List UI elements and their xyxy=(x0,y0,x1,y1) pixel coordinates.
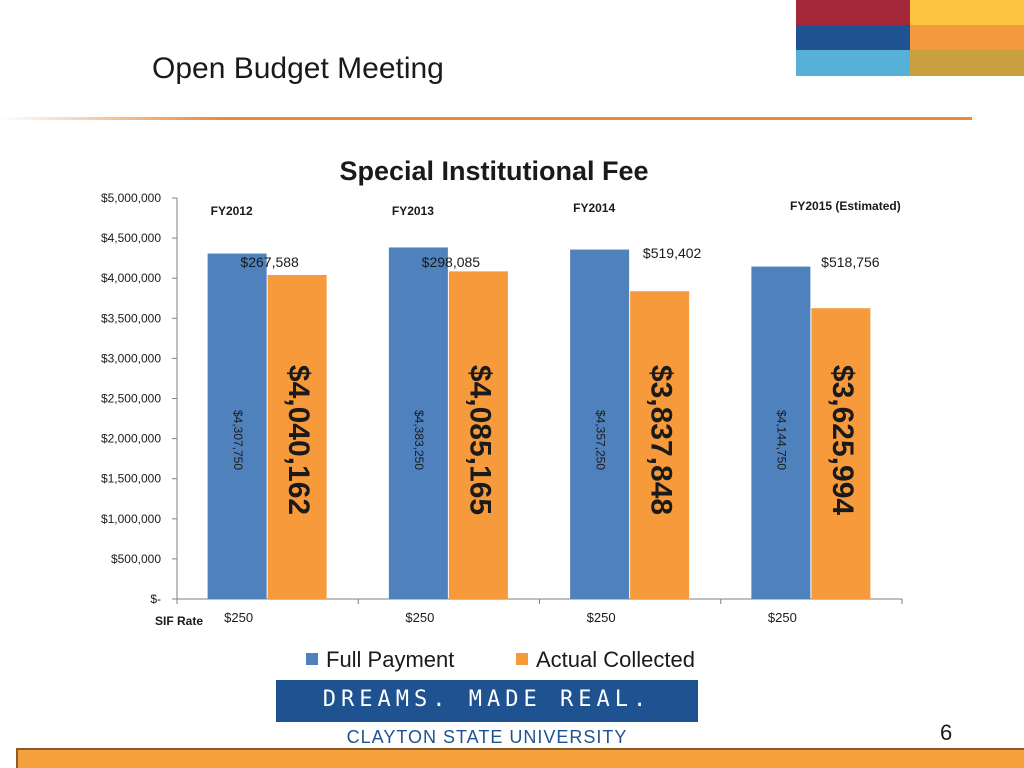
accent-block-orange xyxy=(910,25,1024,50)
difference-label: $519,402 xyxy=(643,245,702,261)
sif-rate-value: $250 xyxy=(768,610,797,625)
sif-rate-value: $250 xyxy=(405,610,434,625)
full-payment-value-label: $4,307,750 xyxy=(231,410,245,470)
legend-item-actual-collected: Actual Collected xyxy=(516,647,695,673)
full-payment-value-label: $4,144,750 xyxy=(775,410,789,470)
bar-actual-collected xyxy=(267,274,327,599)
accent-color-blocks xyxy=(796,0,1024,76)
category-label: FY2012 xyxy=(211,204,253,218)
y-tick-label: $2,500,000 xyxy=(101,392,161,406)
bar-actual-collected xyxy=(630,291,690,599)
accent-block-yellow xyxy=(910,0,1024,25)
y-tick-label: $4,500,000 xyxy=(101,231,161,245)
y-tick-label: $- xyxy=(150,592,161,606)
footer-bar xyxy=(16,748,1024,768)
y-tick-label: $3,500,000 xyxy=(101,311,161,325)
y-tick-label: $4,000,000 xyxy=(101,271,161,285)
category-label: FY2014 xyxy=(573,201,615,215)
sif-rate-label: SIF Rate xyxy=(155,614,203,628)
difference-label: $518,756 xyxy=(821,254,880,270)
page-title: Open Budget Meeting xyxy=(152,52,444,85)
category-label: FY2013 xyxy=(392,204,434,218)
y-tick-label: $2,000,000 xyxy=(101,432,161,446)
actual-collected-value-label: $3,837,848 xyxy=(645,365,678,515)
bar-full-payment xyxy=(388,247,448,599)
full-payment-value-label: $4,357,250 xyxy=(593,410,607,470)
actual-collected-value-label: $4,040,162 xyxy=(282,365,315,515)
title-divider xyxy=(0,117,972,120)
y-tick-label: $500,000 xyxy=(111,552,161,566)
accent-block-blue xyxy=(796,25,910,50)
sif-rate-value: $250 xyxy=(587,610,616,625)
bar-actual-collected xyxy=(448,271,508,599)
chart-axes: $- $500,000 $1,000,000 $1,500,000 $2,000,000… xyxy=(101,191,903,606)
category-label: FY2015 (Estimated) xyxy=(790,199,901,213)
chart-title: Special Institutional Fee xyxy=(339,156,648,186)
actual-collected-value-label: $3,625,994 xyxy=(826,365,859,515)
actual-collected-value-label: $4,085,165 xyxy=(463,365,496,515)
brand-tagline: DREAMS. MADE REAL. xyxy=(322,687,652,712)
accent-block-lightblue xyxy=(796,50,910,76)
y-tick-label: $1,500,000 xyxy=(101,472,161,486)
university-name: CLAYTON STATE UNIVERSITY xyxy=(346,727,628,747)
y-tick-label: $5,000,000 xyxy=(101,191,161,205)
legend-swatch-full-payment xyxy=(306,653,318,666)
y-tick-label: $1,000,000 xyxy=(101,512,161,526)
full-payment-value-label: $4,383,250 xyxy=(412,410,426,470)
bar-actual-collected xyxy=(811,308,871,599)
page-number: 6 xyxy=(940,720,953,745)
bar-chart: Special Institutional Fee $- $500,000 $1,0… xyxy=(101,156,903,628)
accent-block-red xyxy=(796,0,910,25)
legend-label-full-payment: Full Payment xyxy=(326,647,455,672)
bar-full-payment xyxy=(751,266,811,599)
chart-bars xyxy=(207,247,871,600)
y-tick-label: $3,000,000 xyxy=(101,351,161,365)
legend-item-full-payment: Full Payment xyxy=(306,647,454,673)
difference-label: $298,085 xyxy=(422,254,481,270)
chart-labels: SIF Rate FY2012 $267,588 $4,307,750 $4,040,1… xyxy=(155,199,901,628)
title-divider-fade xyxy=(0,117,220,120)
brand-banner: DREAMS. MADE REAL. xyxy=(276,680,698,722)
difference-label: $267,588 xyxy=(240,254,299,270)
sif-rate-value: $250 xyxy=(224,610,253,625)
legend-label-actual-collected: Actual Collected xyxy=(536,647,695,672)
legend-swatch-actual-collected xyxy=(516,653,528,666)
accent-block-gold xyxy=(910,50,1024,76)
bar-full-payment xyxy=(207,253,267,600)
bar-full-payment xyxy=(570,249,630,599)
